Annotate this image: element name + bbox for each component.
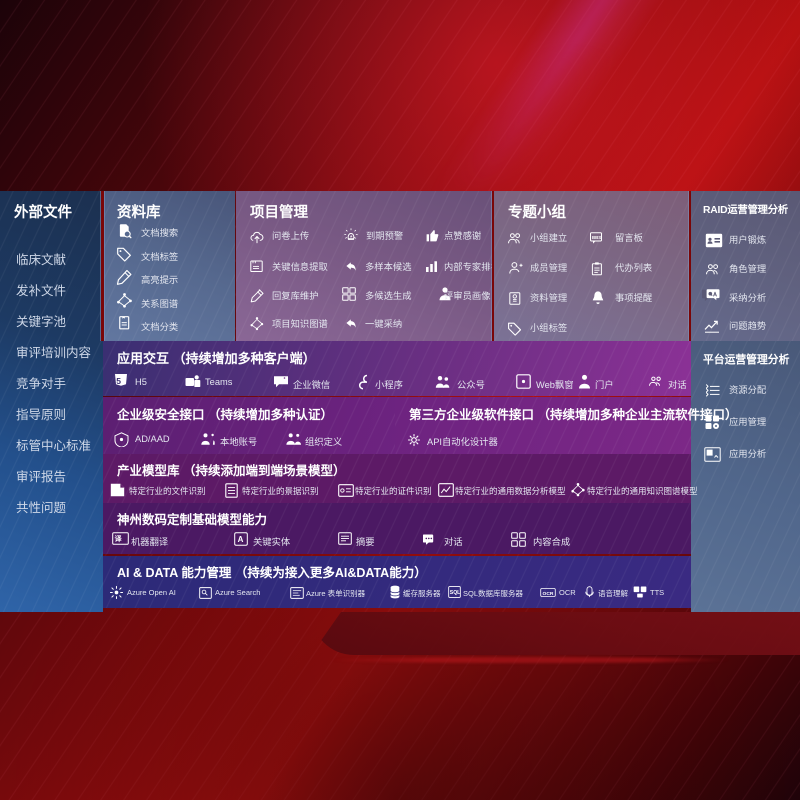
svg-text:A: A (238, 535, 244, 544)
svg-text:5: 5 (116, 376, 121, 386)
svg-text:SQL: SQL (450, 590, 461, 596)
svg-text:译: 译 (115, 534, 123, 543)
svg-text:BBS: BBS (592, 235, 601, 240)
svg-text:OCR: OCR (543, 591, 554, 597)
